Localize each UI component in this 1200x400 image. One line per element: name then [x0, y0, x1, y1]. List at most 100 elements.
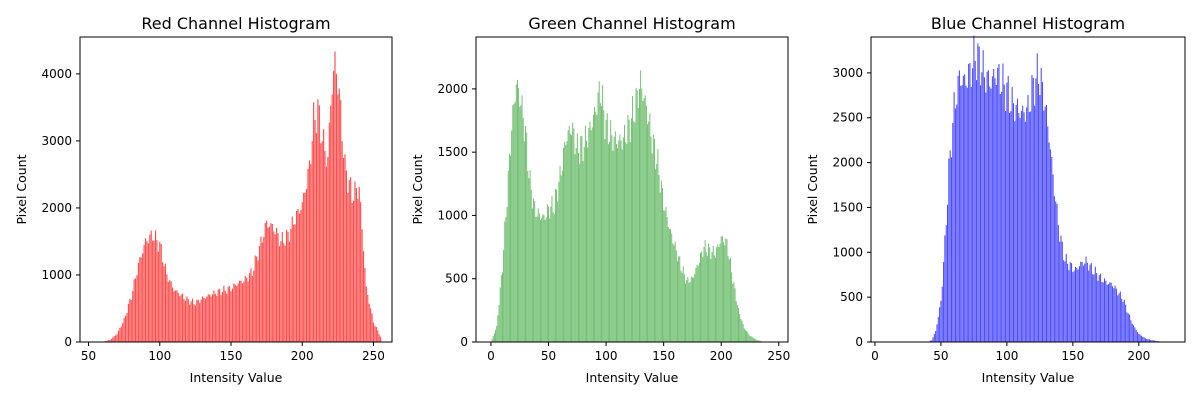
green-bar — [598, 81, 600, 342]
green-bar — [507, 170, 509, 342]
blue-bar — [1016, 98, 1018, 342]
red-bar — [345, 170, 347, 342]
red-y-tick-label: 1000 — [41, 268, 72, 282]
green-bar — [747, 332, 749, 342]
red-bar — [338, 88, 340, 342]
green-bar — [637, 108, 639, 342]
blue-bar — [981, 72, 983, 343]
green-bar — [681, 272, 683, 342]
green-bar — [731, 272, 733, 342]
blue-bar — [1147, 339, 1149, 342]
blue-bar — [961, 85, 963, 342]
blue-bar — [1048, 142, 1050, 342]
blue-bar — [994, 78, 996, 342]
green-bar — [728, 259, 730, 342]
green-bar — [491, 338, 493, 342]
red-bar — [243, 281, 245, 342]
green-bar — [677, 261, 678, 342]
green-bar — [715, 257, 716, 342]
blue-bar — [1094, 266, 1096, 342]
red-bar — [213, 290, 215, 342]
blue-bar — [1144, 338, 1146, 342]
green-bar — [499, 287, 501, 342]
red-bar — [264, 222, 266, 342]
green-bar — [565, 145, 567, 342]
green-bar — [624, 124, 625, 342]
blue-bar — [1113, 288, 1115, 342]
green-bar — [580, 136, 582, 342]
blue-bar — [1012, 103, 1015, 343]
green-bar — [591, 127, 593, 342]
green-bar — [566, 141, 568, 342]
blue-bar — [1118, 293, 1120, 342]
red-bar — [139, 257, 141, 342]
green-bar — [719, 243, 721, 342]
blue-bar — [1002, 63, 1004, 343]
blue-bar — [985, 92, 987, 343]
red-bar — [375, 326, 377, 342]
green-bar — [678, 256, 680, 342]
green-axes-frame — [475, 36, 789, 343]
green-bar — [640, 70, 642, 342]
green-bar — [508, 153, 510, 342]
red-bar — [320, 143, 322, 342]
red-bar — [273, 231, 275, 342]
green-bar — [595, 111, 597, 343]
red-bar — [278, 246, 281, 342]
red-bar — [367, 294, 369, 342]
green-bars — [491, 70, 767, 343]
red-bar — [295, 211, 298, 342]
red-bar — [233, 283, 235, 342]
blue-bar — [1129, 314, 1131, 342]
red-bar — [203, 297, 205, 342]
green-bar — [696, 264, 698, 342]
blue-bar — [978, 46, 980, 343]
red-bar — [162, 262, 164, 342]
red-bar — [256, 256, 258, 342]
red-bar — [183, 298, 185, 342]
blue-bar — [1071, 263, 1073, 342]
blue-bar — [1103, 278, 1106, 342]
green-bar — [650, 136, 652, 342]
blue-bar — [962, 75, 964, 342]
red-bar — [231, 288, 234, 342]
red-bar — [288, 241, 290, 342]
red-bar — [364, 267, 366, 342]
blue-bar — [964, 74, 966, 342]
red-bar — [333, 70, 335, 343]
red-bar — [283, 243, 285, 342]
blue-bar — [1006, 82, 1008, 343]
red-x-tick-label: 150 — [220, 349, 243, 363]
red-bar — [196, 299, 198, 342]
blue-bar — [948, 158, 950, 342]
green-bar — [725, 238, 727, 342]
red-bar — [327, 157, 329, 342]
green-bar — [548, 206, 549, 342]
green-bar — [710, 258, 712, 342]
blue-x-tick-label: 0 — [871, 349, 879, 363]
green-bar — [653, 138, 655, 342]
green-y-tick-label: 1000 — [437, 208, 468, 222]
green-bar — [682, 266, 684, 342]
blue-bar — [965, 85, 967, 343]
red-bar — [172, 287, 174, 342]
blue-bar — [1055, 201, 1057, 342]
green-bar — [642, 100, 644, 342]
red-bar — [176, 290, 178, 342]
green-bar — [665, 206, 667, 342]
blue-bar — [946, 204, 949, 342]
green-bar — [572, 122, 574, 342]
green-bar — [679, 256, 681, 342]
green-bar — [712, 245, 714, 342]
blue-bar — [952, 122, 954, 342]
green-bar — [757, 340, 759, 342]
green-x-tick-label: 50 — [541, 349, 556, 363]
green-x-tick-label: 250 — [767, 349, 790, 363]
red-bar — [122, 322, 124, 342]
green-bar — [622, 137, 624, 342]
red-bar — [184, 300, 186, 342]
blue-bar — [995, 84, 997, 343]
green-bar — [675, 250, 677, 342]
green-bar — [753, 338, 754, 342]
blue-bar — [1084, 263, 1086, 342]
